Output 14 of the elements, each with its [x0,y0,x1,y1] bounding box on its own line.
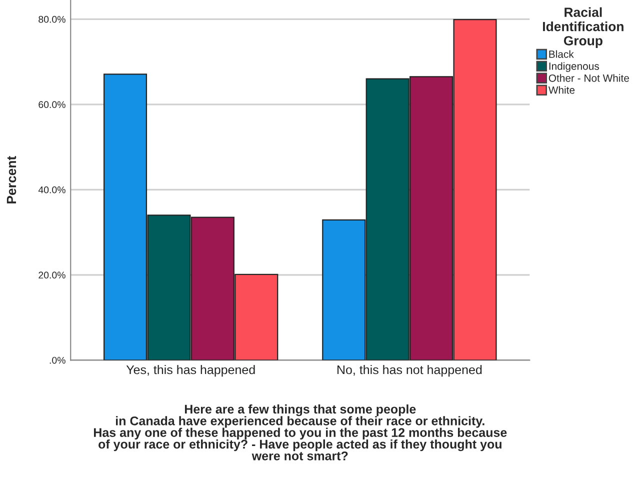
y-tick-label: 20.0% [38,272,66,279]
legend-label: White [548,86,575,94]
x-tick-label: Yes, this has happened [126,364,255,377]
x-tick-label: No, this has not happened [337,364,482,377]
y-tick-label: .0% [50,356,66,364]
y-tick-label: 40.0% [38,186,66,194]
x-axis-title: Here are a few things that some people in Canada have experienced because of their race or ethnicity. Has any one of these happened to you in the past 12 months because of your race or ethnicity? - Have people acted as if they thought you were not smart? [94,404,507,460]
legend-label: Black [549,50,574,58]
legend-title: Racial Identification Group [543,7,624,48]
y-tick-label: 60.0% [38,101,66,108]
y-tick-label: 80.0% [38,16,66,23]
y-axis-title: Percent [6,156,16,204]
legend-label: Indigenous [549,62,599,72]
legend-label: Other - Not White [548,74,629,82]
